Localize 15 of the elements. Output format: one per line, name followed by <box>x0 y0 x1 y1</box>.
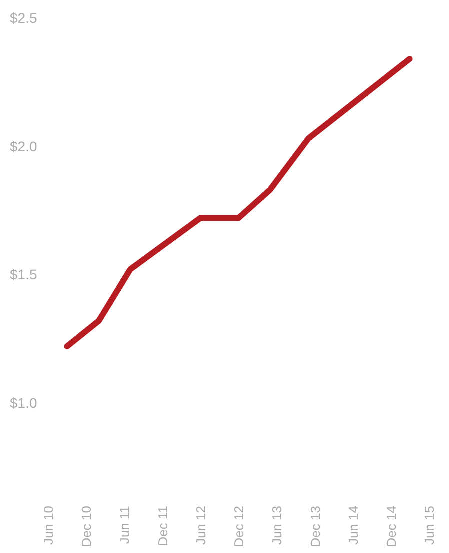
x-tick-label: Dec 10 <box>79 506 94 548</box>
x-tick-label: Jun 10 <box>41 506 56 546</box>
x-tick-label: Jun 13 <box>270 506 285 546</box>
x-tick-label: Jun 11 <box>117 506 132 544</box>
x-tick-label: Dec 11 <box>155 506 170 546</box>
y-tick-label: $2.5 <box>10 10 38 26</box>
y-tick-label: $1.0 <box>10 395 38 411</box>
x-tick-label: Dec 13 <box>308 506 323 548</box>
y-tick-label: $2.0 <box>10 138 38 154</box>
x-tick-label: Jun 14 <box>346 506 361 546</box>
x-tick-label: Jun 12 <box>194 506 209 546</box>
y-tick-label: $1.5 <box>10 266 38 283</box>
x-tick-label: Dec 12 <box>232 506 247 548</box>
x-tick-label: Dec 14 <box>384 506 400 548</box>
x-tick-label: Jun 15 <box>422 506 437 546</box>
